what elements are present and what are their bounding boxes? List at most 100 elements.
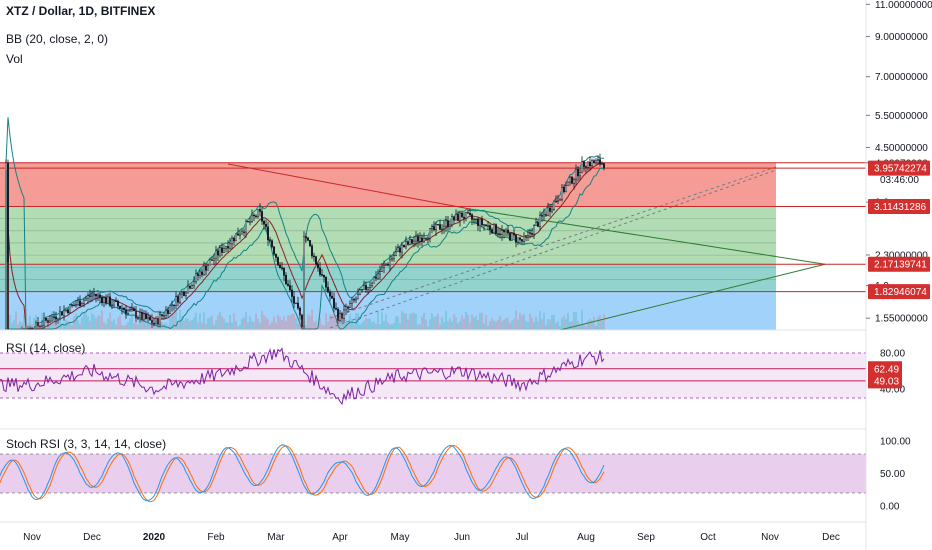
volume-bar [259,323,261,330]
candle-body [181,291,183,295]
volume-bar [411,312,413,330]
time-axis[interactable]: Nov Dec 2020 Feb Mar Apr May Jun Jul Aug Sep Oct Nov… [23,532,840,543]
bb-legend[interactable]: BB (20, close, 2, 0) [6,32,109,46]
volume-bar [73,316,75,330]
candle-body [299,307,301,316]
candle-body [189,285,191,289]
volume-bar [577,321,579,330]
stoch-axis[interactable]: 100.00 50.00 0.00 [880,437,911,513]
candle-body [245,220,247,233]
volume-bar [425,319,427,330]
volume-bar [551,315,553,330]
symbol-legend[interactable]: XTZ / Dollar, 1D, BITFINEX [6,4,156,18]
volume-bar [533,322,535,330]
stoch-legend[interactable]: Stoch RSI (3, 3, 14, 14, close) [6,437,167,451]
price-candles [5,153,605,330]
candle-body [325,276,327,288]
candle-body [151,319,153,324]
candle-body [209,259,211,266]
candle-body [413,240,415,244]
volume-bar [57,317,59,330]
candle-body [569,176,571,183]
volume-bar [71,325,73,330]
candle-body [37,322,39,327]
volume-bar [55,322,57,330]
rsi-legend[interactable]: RSI (14, close) [6,341,86,355]
candle-body [109,296,111,306]
volume-bar [219,312,221,330]
volume-bar [87,316,89,330]
volume-bar [349,314,351,330]
volume-bar [295,317,297,330]
candle-body [509,232,511,241]
volume-bar [95,318,97,330]
candle-body [499,233,501,235]
candle-body [185,292,187,296]
candle-body [393,255,395,259]
volume-bar [239,324,241,330]
candle-body [197,273,199,276]
volume-bar [173,312,175,330]
volume-bar [479,312,481,330]
price-tick-label: 4.50000000 [875,143,928,154]
volume-bar [135,309,137,330]
volume-bar [131,313,133,330]
candle-body [173,304,175,306]
volume-bar [503,319,505,330]
volume-bar [19,321,21,330]
volume-bar [109,312,111,330]
volume-bar [269,324,271,330]
candle-body [99,294,101,298]
volume-bar [597,316,599,330]
level-tag-label: 3.95742274 [874,164,927,175]
candle-body [573,179,575,184]
trend-lines[interactable] [0,162,866,331]
candle-body [431,226,433,229]
candle-body [343,309,345,319]
candle-body [333,298,335,309]
volume-bar [467,314,469,330]
volume-bar [487,325,489,330]
volume-bar [429,319,431,330]
candle-body [457,214,459,221]
volume-bar [587,320,589,330]
volume-bar [197,322,199,330]
candle-body [237,233,239,236]
candle-body [47,320,49,323]
candle-body [459,212,461,221]
candle-body [199,271,201,276]
volume-bar [205,323,207,330]
candle-body [461,212,463,218]
volume-bar [475,316,477,330]
candle-body [519,237,521,240]
volume-bar [245,312,247,330]
candle-body [507,229,509,234]
candle-body [261,211,263,222]
volume-bar [427,326,429,330]
volume-bar [185,318,187,330]
candle-body [485,224,487,226]
volume-bar [215,320,217,330]
volume-bar [347,322,349,330]
candle-body [389,259,391,266]
candle-body [103,297,105,303]
candle-body [557,200,559,202]
candle-body [89,295,91,297]
vol-legend[interactable]: Vol [6,52,23,66]
candle-body [453,216,455,221]
candle-body [295,302,297,305]
candle-body [363,285,365,290]
candle-body [403,244,405,248]
countdown-label: 03:46:00 [880,175,919,186]
rsi-level-tag-label: 49.03 [874,376,899,387]
candle-body [447,220,449,227]
volume-bar [13,319,15,330]
volume-bar [535,316,537,330]
candle-body [593,160,595,164]
price-axis[interactable]: 11.00000000 9.00000000 7.00000000 5.5000000… [866,0,932,325]
volume-bar [159,321,161,330]
volume-bar [237,325,239,330]
candle-body [127,310,129,314]
